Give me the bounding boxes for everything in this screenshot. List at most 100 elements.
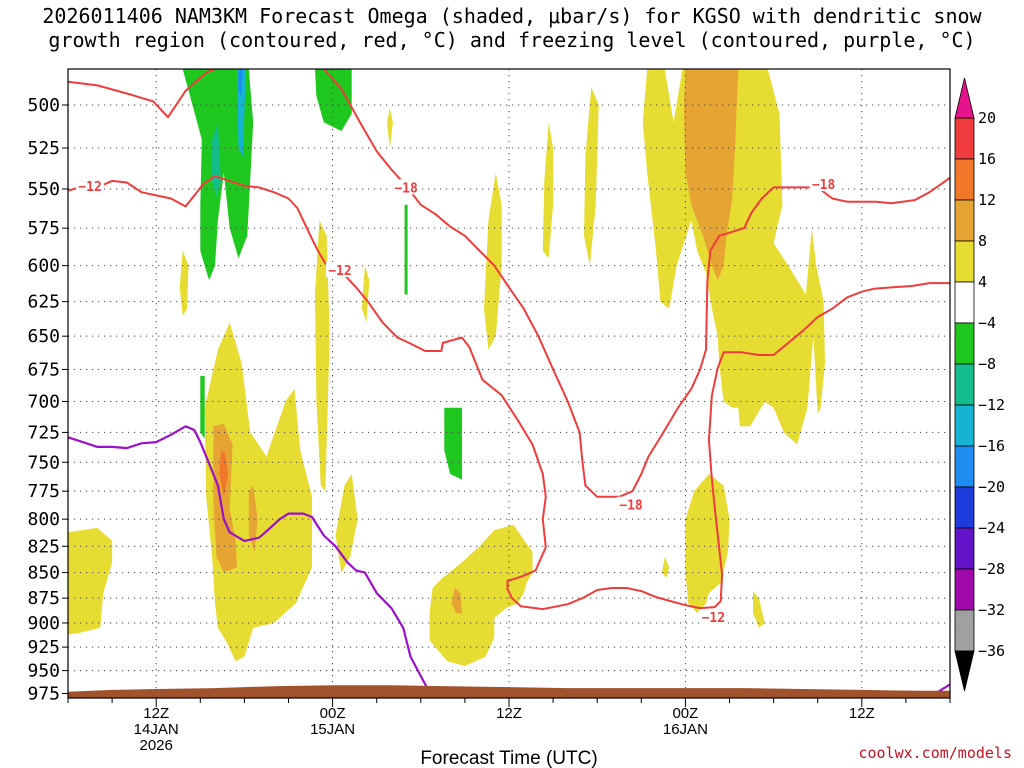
omega-region xyxy=(315,69,352,131)
colorbar-top-arrow xyxy=(954,77,975,119)
omega-region xyxy=(683,69,739,281)
x-tick-label: 12Z xyxy=(496,705,522,722)
omega-region xyxy=(444,407,462,480)
omega-region xyxy=(661,556,670,578)
y-tick-label: 900 xyxy=(27,613,60,634)
colorbar-label: −8 xyxy=(978,355,996,373)
colorbar-label: −4 xyxy=(978,314,996,332)
y-tick-label: 675 xyxy=(27,359,60,380)
x-tick-label: 12Z xyxy=(143,705,169,722)
colorbar: 20 16 12 8 4 −4 −8 −12 −16 −20 −24 −28 −32 −36 xyxy=(954,77,1005,692)
freezing-level-line xyxy=(68,425,437,698)
contour-label-background xyxy=(809,176,838,192)
colorbar-swatch xyxy=(954,568,975,611)
omega-region xyxy=(362,265,370,323)
colorbar-swatch xyxy=(954,527,975,570)
y-tick-label: 875 xyxy=(27,588,60,609)
colorbar-bottom-arrow xyxy=(954,650,975,692)
omega-region xyxy=(248,485,258,552)
x-tick-label: 14JAN xyxy=(134,721,179,738)
y-tick-label: 725 xyxy=(27,422,60,443)
y-tick-label: 825 xyxy=(27,536,60,557)
x-tick-label: 00Z xyxy=(320,705,346,722)
terrain-fill xyxy=(68,685,950,698)
x-tick-label: 00Z xyxy=(672,705,698,722)
contour-label-background xyxy=(617,496,646,512)
contour-label: −18 xyxy=(394,181,418,196)
y-tick-label: 925 xyxy=(27,637,60,658)
x-tick-label: 2026 xyxy=(140,737,173,754)
omega-region xyxy=(238,69,243,97)
contour-label-background xyxy=(76,177,105,193)
y-tick-label: 525 xyxy=(27,138,60,159)
omega-region xyxy=(584,87,599,266)
colorbar-swatch xyxy=(954,322,975,365)
omega-region xyxy=(429,524,533,666)
colorbar-label: 20 xyxy=(978,109,996,127)
colorbar-swatch xyxy=(954,609,975,652)
colorbar-swatch xyxy=(954,486,975,529)
colorbar-swatch xyxy=(954,158,975,201)
source-credit: coolwx.com/models xyxy=(858,744,1012,762)
colorbar-swatch xyxy=(954,117,975,160)
omega-region xyxy=(315,220,330,492)
y-tick-label: 800 xyxy=(27,509,60,530)
omega-region xyxy=(387,108,393,148)
omega-region xyxy=(219,450,229,497)
colorbar-swatch xyxy=(954,363,975,406)
y-tick-label: 700 xyxy=(27,391,60,412)
y-tick-label: 850 xyxy=(27,563,60,584)
y-tick-label: 975 xyxy=(27,683,60,704)
y-tick-label: 550 xyxy=(27,179,60,200)
contour-label: −12 xyxy=(702,611,725,626)
colorbar-label: −20 xyxy=(978,478,1005,496)
contour-labels: −12 −12 −18 −18 −12 −18 xyxy=(76,176,838,626)
colorbar-label: −24 xyxy=(978,519,1005,537)
omega-region xyxy=(484,172,502,350)
contour-label: −12 xyxy=(328,264,351,279)
omega-shading xyxy=(68,69,825,666)
colorbar-swatch xyxy=(954,445,975,488)
y-tick-label: 500 xyxy=(27,95,60,116)
omega-region xyxy=(404,204,408,295)
y-tick-label: 775 xyxy=(27,481,60,502)
colorbar-label: −28 xyxy=(978,560,1005,578)
colorbar-label: −32 xyxy=(978,601,1005,619)
x-tick-label: 15JAN xyxy=(310,721,355,738)
omega-region xyxy=(335,474,358,573)
omega-region xyxy=(179,250,189,316)
y-tick-label: 950 xyxy=(27,661,60,682)
dendritic-contour-line xyxy=(68,69,216,119)
omega-region xyxy=(204,322,312,662)
omega-region xyxy=(213,423,237,573)
y-tick-label: 650 xyxy=(27,326,60,347)
y-tick-label: 575 xyxy=(27,218,60,239)
chart-title-line-1: 2026011406 NAM3KM Forecast Omega (shaded… xyxy=(42,4,982,28)
colorbar-label: −16 xyxy=(978,437,1005,455)
chart-title: 2026011406 NAM3KM Forecast Omega (shaded… xyxy=(0,4,1024,52)
dendritic-contour-line xyxy=(323,69,950,498)
terrain xyxy=(68,685,950,698)
colorbar-swatch xyxy=(954,404,975,447)
omega-region xyxy=(200,375,205,439)
colorbar-label: 16 xyxy=(978,150,996,168)
omega-region xyxy=(68,527,113,635)
colorbar-swatch xyxy=(954,240,975,283)
colorbar-label: −12 xyxy=(978,396,1005,414)
y-tick-label: 625 xyxy=(27,292,60,313)
omega-region xyxy=(753,591,765,628)
colorbar-swatch xyxy=(954,199,975,242)
omega-region xyxy=(542,122,554,259)
x-tick-label: 12Z xyxy=(849,705,875,722)
contour-label: −12 xyxy=(78,180,101,195)
contour-label-background xyxy=(325,262,354,278)
chart-title-line-2: growth region (contoured, red, °C) and f… xyxy=(48,28,976,52)
contour-label: −18 xyxy=(619,499,643,514)
omega-region xyxy=(685,474,730,614)
x-tick-label: 16JAN xyxy=(663,721,708,738)
dendritic-contour-line xyxy=(68,175,950,611)
omega-region xyxy=(451,588,462,614)
contour-label: −18 xyxy=(812,178,836,193)
x-axis-label: Forecast Time (UTC) xyxy=(420,748,597,768)
